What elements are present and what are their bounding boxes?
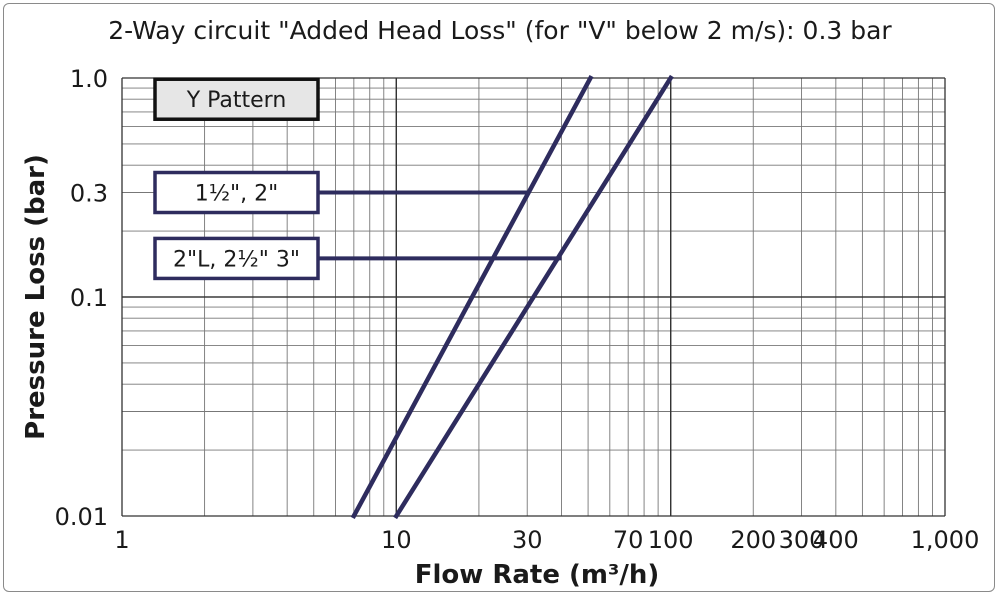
x-tick-label: 1,000: [911, 526, 980, 554]
annotation-group: Y Pattern 1½", 2" 2"L, 2½" 3": [153, 77, 562, 281]
y-tick-label: 0.1: [70, 284, 108, 312]
x-tick-label: 300: [779, 526, 825, 554]
series-line: [350, 74, 594, 520]
series-line: [393, 74, 674, 520]
y-tick-label: 0.3: [70, 180, 108, 208]
x-tick-label: 1: [114, 526, 129, 554]
y-tick-label: 1.0: [70, 65, 108, 93]
x-tick-label: 200: [730, 526, 776, 554]
x-tick-label: 70: [613, 526, 644, 554]
pattern-label: Y Pattern: [186, 88, 287, 113]
x-tick-label: 400: [813, 526, 859, 554]
x-tick-label: 10: [381, 526, 412, 554]
y-tick-label: 0.01: [55, 503, 108, 531]
y-tick-labels: 1.0 0.3 0.1 0.01: [55, 65, 108, 531]
x-tick-label: 100: [648, 526, 694, 554]
chart-title: 2-Way circuit "Added Head Loss" (for "V"…: [108, 16, 892, 45]
y-axis-label: Pressure Loss (bar): [21, 154, 51, 440]
x-tick-label: 30: [512, 526, 543, 554]
size-label-box: [153, 170, 320, 215]
series-group: [350, 74, 674, 520]
x-axis-label: Flow Rate (m³/h): [415, 560, 660, 590]
pattern-box: [153, 77, 320, 121]
size-label: 2"L, 2½" 3": [173, 247, 300, 272]
size-label: 1½", 2": [195, 182, 279, 207]
size-label-box: [153, 236, 320, 281]
